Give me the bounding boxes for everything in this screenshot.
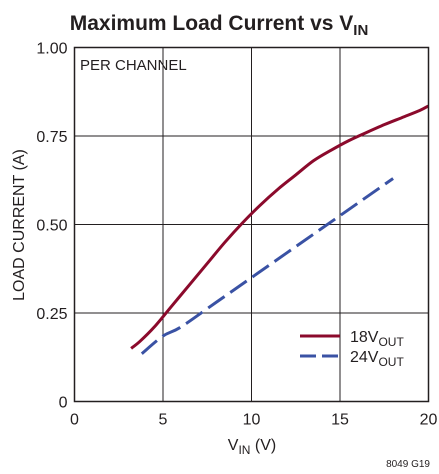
x-tick-label: 5 [159,412,168,429]
y-tick-label: 0.50 [36,218,67,235]
x-axis-label: VIN (V) [228,437,276,457]
y-axis-label: LOAD CURRENT (A) [11,149,28,301]
x-tick-labels: 0 5 10 15 20 [70,412,437,429]
y-tick-label: 0 [59,395,68,412]
x-tick-label: 15 [331,412,349,429]
plot-frame [73,46,430,403]
series-line-18v [130,104,430,350]
y-tick-label: 1.00 [36,41,67,58]
series-line-24v [140,177,394,355]
grid [74,47,429,402]
chart-title: Maximum Load Current vs VIN [70,12,369,39]
legend-label: 24VOUT [350,349,404,369]
annotation-per-channel: PER CHANNEL [80,57,187,74]
figure-number: 8049 G19 [386,459,430,470]
x-tick-label: 20 [420,412,438,429]
x-tick-label: 10 [243,412,261,429]
y-tick-label: 0.25 [36,306,67,323]
y-tick-labels: 0 0.25 0.50 0.75 1.00 [36,41,67,412]
legend-label: 18VOUT [350,329,404,349]
y-tick-label: 0.75 [36,129,67,146]
series-layer [130,104,430,355]
x-tick-label: 0 [70,412,79,429]
